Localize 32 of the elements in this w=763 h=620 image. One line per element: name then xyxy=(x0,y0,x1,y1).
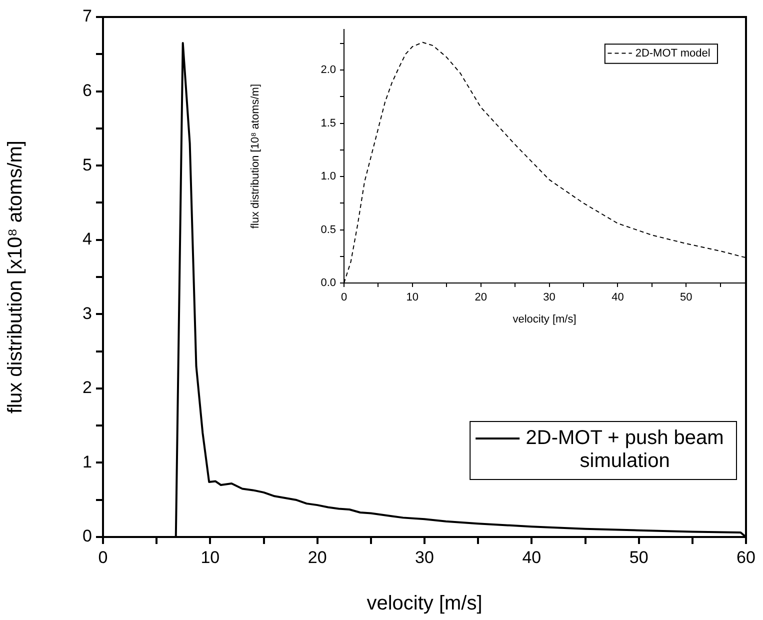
x-tick-label: 60 xyxy=(736,548,756,567)
x-tick-label: 40 xyxy=(612,292,624,304)
y-tick-label: 2 xyxy=(82,378,92,398)
y-axis-title: flux distribution [x10⁸ atoms/m] xyxy=(4,140,27,414)
x-tick-label: 50 xyxy=(629,548,648,567)
x-tick-label: 0 xyxy=(98,548,108,567)
y-tick-label: 1.0 xyxy=(320,170,336,183)
x-tick-label: 20 xyxy=(474,292,487,304)
y-tick-label: 6 xyxy=(82,80,92,100)
y-tick-label: 1 xyxy=(82,452,92,472)
legend-label: 2D-MOT + push beam simulation xyxy=(526,427,724,472)
y-tick-label: 2.0 xyxy=(320,64,336,76)
y-tick-label: 7 xyxy=(82,6,92,26)
x-axis-title: velocity [m/s] xyxy=(366,592,482,615)
x-axis-title: velocity [m/s] xyxy=(512,313,576,326)
x-tick-label: 10 xyxy=(200,548,220,567)
x-tick-label: 30 xyxy=(543,292,556,304)
x-tick-label: 40 xyxy=(522,548,542,567)
x-tick-label: 30 xyxy=(415,548,434,567)
y-tick-label: 1.5 xyxy=(320,117,336,130)
y-tick-label: 4 xyxy=(82,230,92,249)
x-tick-label: 50 xyxy=(680,292,692,304)
y-tick-label: 5 xyxy=(82,155,92,174)
y-tick-label: 0.0 xyxy=(320,277,336,290)
y-tick-label: 0.5 xyxy=(320,224,336,236)
y-tick-label: 0 xyxy=(82,526,92,546)
x-tick-label: 10 xyxy=(406,292,419,304)
legend-label: 2D-MOT model xyxy=(635,47,710,60)
y-axis-title: flux distribution [10⁸ atoms/m] xyxy=(250,84,262,229)
x-tick-label: 20 xyxy=(308,548,327,567)
y-tick-label: 3 xyxy=(82,304,92,323)
x-tick-label: 0 xyxy=(340,292,348,304)
